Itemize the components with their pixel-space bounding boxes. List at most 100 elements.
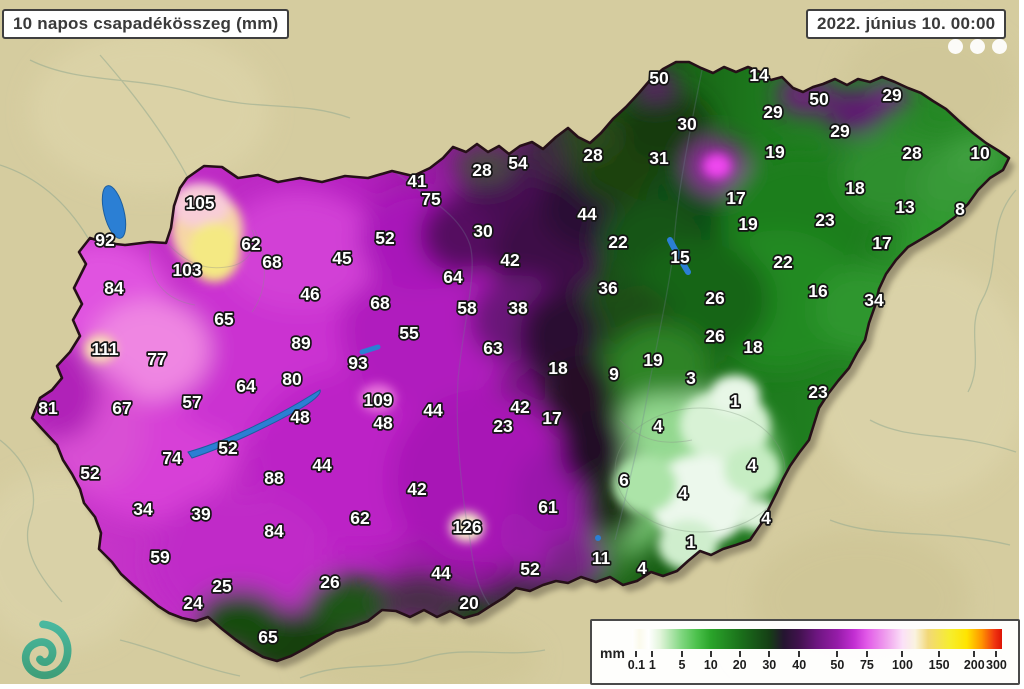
station-value-label: 68 bbox=[370, 293, 390, 313]
scale-tick-mark bbox=[973, 651, 976, 657]
river-dot bbox=[595, 535, 601, 541]
station-value-label: 81 bbox=[38, 398, 58, 418]
met-service-spiral-logo-icon bbox=[21, 620, 72, 680]
station-value-label: 14 bbox=[749, 65, 769, 85]
scale-tick-mark bbox=[651, 651, 654, 657]
station-value-label: 42 bbox=[500, 250, 520, 270]
station-value-label: 17 bbox=[542, 408, 561, 428]
station-value-label: 46 bbox=[300, 284, 320, 304]
station-value-label: 29 bbox=[830, 121, 850, 141]
station-value-label: 44 bbox=[431, 563, 451, 583]
station-value-label: 64 bbox=[236, 376, 256, 396]
station-value-label: 34 bbox=[864, 290, 884, 310]
station-value-label: 111 bbox=[91, 339, 119, 359]
lakes bbox=[101, 185, 691, 541]
station-value-label: 10 bbox=[970, 143, 990, 163]
station-value-label: 65 bbox=[258, 627, 278, 647]
station-value-label: 1 bbox=[730, 391, 740, 411]
station-value-label: 74 bbox=[162, 448, 182, 468]
scale-tick-mark bbox=[901, 651, 904, 657]
station-value-label: 9 bbox=[609, 364, 619, 384]
station-value-label: 67 bbox=[112, 398, 131, 418]
station-value-label: 48 bbox=[373, 413, 393, 433]
station-value-label: 57 bbox=[182, 392, 201, 412]
station-value-label: 105 bbox=[185, 193, 214, 213]
station-value-label: 52 bbox=[375, 228, 395, 248]
station-value-label: 88 bbox=[264, 468, 284, 488]
station-value-label: 31 bbox=[649, 148, 669, 168]
station-value-label: 19 bbox=[738, 214, 758, 234]
station-value-label: 17 bbox=[872, 233, 891, 253]
scale-tick-mark bbox=[738, 651, 741, 657]
station-value-label: 16 bbox=[808, 281, 828, 301]
scale-tick-mark bbox=[836, 651, 839, 657]
station-value-label: 126 bbox=[452, 517, 481, 537]
station-value-label: 4 bbox=[747, 455, 757, 475]
station-value-label: 23 bbox=[493, 416, 513, 436]
menu-dot-icon[interactable] bbox=[992, 39, 1007, 54]
station-value-label: 77 bbox=[147, 349, 166, 369]
station-value-label: 25 bbox=[212, 576, 232, 596]
station-value-label: 18 bbox=[845, 178, 865, 198]
scale-tick-label: 40 bbox=[792, 658, 807, 672]
station-value-label: 103 bbox=[172, 260, 201, 280]
station-value-label: 22 bbox=[773, 252, 793, 272]
station-value-label: 6 bbox=[619, 470, 629, 490]
station-value-label: 24 bbox=[183, 593, 203, 613]
overflow-menu-dots-icon[interactable] bbox=[948, 39, 1007, 54]
station-value-label: 22 bbox=[608, 232, 628, 252]
scale-tick-mark bbox=[938, 651, 941, 657]
station-value-label: 109 bbox=[363, 390, 392, 410]
menu-dot-icon[interactable] bbox=[970, 39, 985, 54]
station-value-label: 4 bbox=[637, 558, 647, 578]
scale-tick-mark bbox=[635, 651, 638, 657]
scale-tick-label: 150 bbox=[928, 658, 950, 672]
inner-river-lines bbox=[394, 69, 703, 607]
station-value-label: 4 bbox=[761, 508, 771, 528]
station-value-label: 29 bbox=[763, 102, 783, 122]
station-value-label: 13 bbox=[895, 197, 915, 217]
station-value-label: 55 bbox=[399, 323, 419, 343]
station-value-label: 52 bbox=[80, 463, 100, 483]
station-value-label: 62 bbox=[350, 508, 370, 528]
station-value-label: 34 bbox=[133, 499, 153, 519]
station-value-label: 50 bbox=[809, 89, 829, 109]
map-title: 10 napos csapadékösszeg (mm) bbox=[2, 9, 290, 39]
scale-tick-label: 50 bbox=[830, 658, 845, 672]
station-value-label: 92 bbox=[95, 230, 115, 250]
scale-tick-label: 75 bbox=[859, 658, 874, 672]
station-value-label: 26 bbox=[705, 288, 725, 308]
timestamp-label: 2022. június 10. 00:00 bbox=[806, 9, 1007, 39]
station-value-label: 65 bbox=[214, 309, 234, 329]
station-value-label: 50 bbox=[649, 68, 669, 88]
lake-velence bbox=[359, 344, 381, 355]
station-value-label: 93 bbox=[348, 353, 368, 373]
station-value-label: 64 bbox=[443, 267, 463, 287]
station-value-label: 29 bbox=[882, 85, 902, 105]
scale-tick-mark bbox=[995, 651, 998, 657]
station-value-label: 61 bbox=[538, 497, 558, 517]
station-value-label: 42 bbox=[510, 397, 530, 417]
station-value-label: 84 bbox=[264, 521, 284, 541]
scale-tick-label: 300 bbox=[986, 658, 1007, 672]
lake-ferto bbox=[101, 185, 127, 239]
station-value-label: 52 bbox=[218, 438, 238, 458]
scale-tick-label: 10 bbox=[703, 658, 718, 672]
menu-dot-icon[interactable] bbox=[948, 39, 963, 54]
station-value-label: 23 bbox=[815, 210, 835, 230]
station-value-label: 8 bbox=[955, 199, 965, 219]
station-value-label: 44 bbox=[312, 455, 332, 475]
station-value-label: 1 bbox=[686, 532, 696, 552]
scale-tick-mark bbox=[709, 651, 712, 657]
scale-tick-label: 200 bbox=[963, 658, 985, 672]
station-value-label: 20 bbox=[459, 593, 479, 613]
scale-tick-mark bbox=[798, 651, 801, 657]
legend-unit-label: mm bbox=[600, 645, 625, 661]
station-value-label: 26 bbox=[705, 326, 725, 346]
station-value-label: 44 bbox=[577, 204, 597, 224]
station-value-label: 54 bbox=[508, 153, 528, 173]
station-value-label: 42 bbox=[407, 479, 427, 499]
